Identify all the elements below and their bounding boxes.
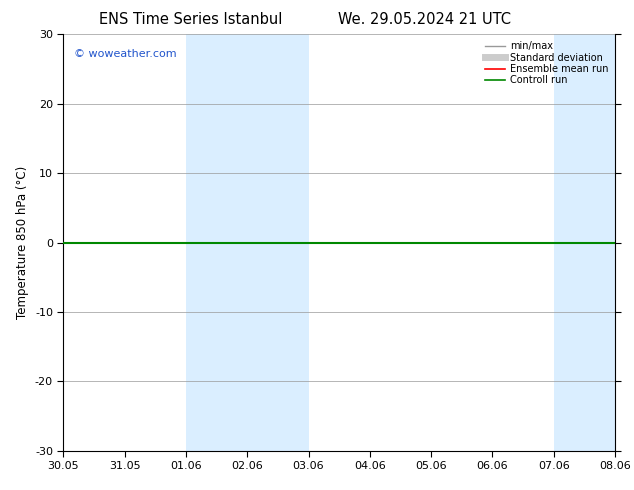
Legend: min/max, Standard deviation, Ensemble mean run, Controll run: min/max, Standard deviation, Ensemble me…: [483, 39, 610, 87]
Bar: [186, 34, 309, 451]
Bar: [553, 34, 634, 451]
Text: © woweather.com: © woweather.com: [74, 49, 177, 59]
Text: We. 29.05.2024 21 UTC: We. 29.05.2024 21 UTC: [339, 12, 511, 27]
Text: ENS Time Series Istanbul: ENS Time Series Istanbul: [98, 12, 282, 27]
Y-axis label: Temperature 850 hPa (°C): Temperature 850 hPa (°C): [16, 166, 29, 319]
